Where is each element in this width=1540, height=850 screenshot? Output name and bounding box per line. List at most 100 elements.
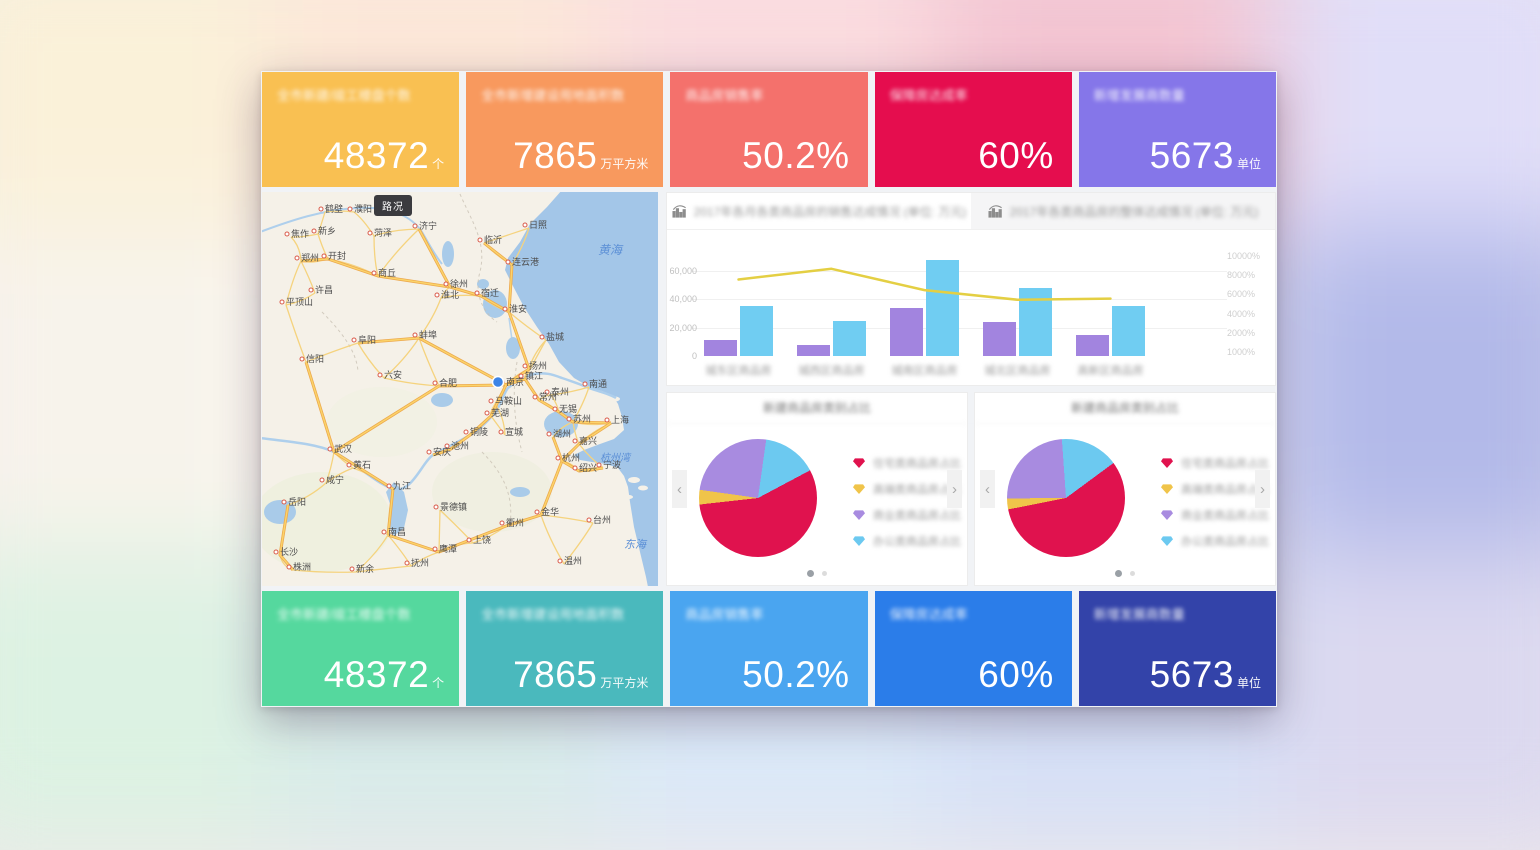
pie-panel-title: 新建商品房类别占比 [975, 393, 1275, 424]
stat-card-value: 60% [978, 654, 1054, 696]
tab-bar-chart-1[interactable]: 2017年各月各类商品房的销售达成情况 (单位: 万元) [667, 193, 971, 229]
svg-text:蚌埠: 蚌埠 [419, 329, 437, 340]
stat-card: 全市新增建设用地面积数 7865 万平方米 [466, 72, 663, 187]
carousel-prev-button[interactable]: ‹ [672, 470, 687, 508]
legend-item[interactable]: 办公类商品房占比 [853, 533, 961, 549]
map-city-marker[interactable] [493, 377, 504, 388]
svg-text:衢州: 衢州 [506, 517, 524, 528]
stat-card-unit: 万平方米 [600, 155, 648, 172]
pie-legend: 住宅类商品房占比 高端类商品房占比 商业类商品房占比 办公类商品房占比 [1161, 455, 1269, 549]
legend-item[interactable]: 高端类商品房占比 [1161, 481, 1269, 497]
carousel-next-button[interactable]: › [947, 470, 962, 508]
y-axis-left-tick: 60,000 [667, 266, 697, 276]
svg-text:扬州: 扬州 [529, 360, 547, 371]
diamond-legend-marker [853, 510, 865, 520]
backdrop-tile [1274, 0, 1540, 230]
svg-text:新乡: 新乡 [318, 225, 336, 236]
legend-label: 住宅类商品房占比 [1181, 455, 1269, 471]
sea-label: 东海 [624, 538, 648, 551]
svg-text:岳阳: 岳阳 [288, 496, 306, 507]
svg-text:株洲: 株洲 [293, 561, 311, 572]
diamond-legend-marker [853, 458, 865, 468]
line-series [739, 269, 1111, 300]
stat-card-title: 全市新增建设用地面积数 [481, 604, 624, 623]
svg-text:绍兴: 绍兴 [579, 462, 597, 473]
svg-text:六安: 六安 [384, 369, 402, 380]
stat-card: 全市新增建设用地面积数 7865 万平方米 [466, 591, 663, 706]
tab-bar-chart-2[interactable]: 2017年各类商品房的整体达成情况 (单位: 万元) [971, 193, 1275, 229]
svg-text:鹤壁: 鹤壁 [325, 203, 343, 214]
bar-chart-icon [988, 204, 1003, 219]
svg-text:日照: 日照 [529, 220, 547, 230]
bar-销售面积-1 [740, 306, 773, 356]
svg-text:宿迁: 宿迁 [481, 287, 499, 298]
stat-card: 全市新建/竣工楼盘个数 48372 个 [262, 591, 459, 706]
x-axis-label: 城南区商品房 [878, 362, 971, 378]
svg-text:常州: 常州 [539, 391, 557, 402]
svg-text:宣城: 宣城 [505, 426, 523, 437]
svg-text:连云港: 连云港 [512, 256, 539, 267]
svg-text:濮阳: 濮阳 [354, 203, 372, 214]
diamond-legend-marker [1161, 458, 1173, 468]
pie-panel-title: 新建商品房类别占比 [667, 393, 967, 424]
svg-text:焦作: 焦作 [291, 228, 309, 239]
x-axis-label: 城东区商品房 [692, 362, 785, 378]
carousel-next-button[interactable]: › [1255, 470, 1270, 508]
stat-card-value: 50.2% [742, 654, 849, 696]
carousel-dot[interactable] [807, 570, 814, 577]
tab-label: 2017年各月各类商品房的销售达成情况 (单位: 万元) [694, 203, 967, 220]
carousel-dot[interactable] [822, 571, 827, 576]
diamond-legend-marker [1161, 484, 1173, 494]
svg-text:马鞍山: 马鞍山 [495, 395, 522, 406]
bar-销售面积-2 [833, 321, 866, 356]
y-axis-left-tick: 20,000 [667, 323, 697, 333]
svg-text:阜阳: 阜阳 [358, 334, 376, 345]
pie-panels: 新建商品房类别占比 住宅类商品房占比 高端类商品房占比 商业类商品房占比 办公类… [666, 392, 1276, 586]
svg-text:南京: 南京 [506, 376, 524, 387]
y-axis-right-tick: 8000% [1227, 270, 1271, 280]
backdrop-tile [0, 550, 266, 850]
dashboard: 全市新建/竣工楼盘个数 48372 个 全市新增建设用地面积数 7865 万平方… [261, 71, 1277, 707]
bar-施工面积-4 [983, 322, 1016, 356]
svg-text:景德镇: 景德镇 [440, 501, 467, 512]
svg-text:镇江: 镇江 [525, 370, 543, 381]
stat-card-title: 保障房达成率 [890, 604, 968, 623]
diamond-legend-marker [1161, 510, 1173, 520]
carousel-dot[interactable] [1130, 571, 1135, 576]
svg-text:南昌: 南昌 [388, 526, 406, 537]
x-axis-label: 高新区商品房 [1064, 362, 1157, 378]
map-panel[interactable]: 鹤壁濮阳菏泽济宁新乡焦作郑州开封商丘徐州淮北许昌平顶山临沂日照连云港宿迁淮安盐城… [262, 192, 658, 586]
legend-item[interactable]: 住宅类商品房占比 [1161, 455, 1269, 471]
bar-施工面积-3 [890, 308, 923, 356]
svg-text:无锡: 无锡 [559, 404, 577, 414]
backdrop-tile [0, 0, 266, 230]
stat-card-title: 新增发展商数量 [1094, 604, 1185, 623]
stat-card-value: 5673 [1150, 135, 1234, 177]
carousel-dots [975, 570, 1275, 577]
svg-text:淮北: 淮北 [441, 290, 459, 300]
pie-legend: 住宅类商品房占比 高端类商品房占比 商业类商品房占比 办公类商品房占比 [853, 455, 961, 549]
legend-item[interactable]: 住宅类商品房占比 [853, 455, 961, 471]
legend-item[interactable]: 办公类商品房占比 [1161, 533, 1269, 549]
svg-text:上海: 上海 [611, 414, 629, 425]
diamond-legend-marker [853, 536, 865, 546]
legend-item[interactable]: 商业类商品房占比 [853, 507, 961, 523]
carousel-dot[interactable] [1115, 570, 1122, 577]
stat-card-title: 全市新建/竣工楼盘个数 [277, 85, 411, 104]
svg-text:新余: 新余 [356, 563, 374, 574]
legend-item[interactable]: 高端类商品房占比 [853, 481, 961, 497]
stat-card: 商品房销售率 50.2% [670, 591, 867, 706]
svg-text:芜湖: 芜湖 [491, 407, 509, 418]
stat-card-unit: 单位 [1237, 155, 1261, 172]
x-axis-label: 城西区商品房 [785, 362, 878, 378]
bar-施工面积-2 [797, 345, 830, 356]
legend-label: 办公类商品房占比 [1181, 533, 1269, 549]
bar-销售面积-3 [926, 260, 959, 356]
y-axis-left-tick: 0 [667, 351, 697, 361]
bar-chart-panel: 2017年各月各类商品房的销售达成情况 (单位: 万元) 2017年各类商品房的… [666, 192, 1276, 386]
stat-card: 商品房销售率 50.2% [670, 72, 867, 187]
legend-item[interactable]: 商业类商品房占比 [1161, 507, 1269, 523]
carousel-prev-button[interactable]: ‹ [980, 470, 995, 508]
stat-card-title: 保障房达成率 [890, 85, 968, 104]
traffic-control-label[interactable]: 路况 [374, 195, 412, 216]
